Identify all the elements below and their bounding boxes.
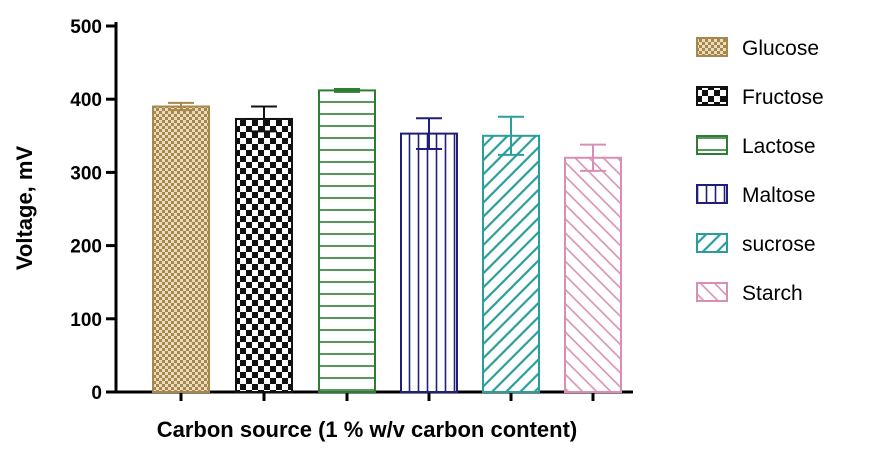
legend-item-glucose: Glucose bbox=[696, 37, 819, 60]
bar-glucose bbox=[152, 105, 210, 394]
legend-label: Starch bbox=[742, 282, 803, 305]
legend-swatch bbox=[696, 86, 728, 106]
legend-item-sucrose: sucrose bbox=[696, 233, 816, 256]
y-tick-label: 0 bbox=[91, 383, 102, 404]
legend-label: Fructose bbox=[742, 86, 824, 109]
y-tick-label: 100 bbox=[70, 310, 102, 331]
error-bar-starch bbox=[580, 143, 606, 172]
x-axis bbox=[114, 390, 633, 401]
error-bar-fructose bbox=[251, 105, 277, 133]
legend-swatch bbox=[696, 233, 728, 253]
y-tick-label: 500 bbox=[70, 17, 102, 38]
bar-lactose bbox=[318, 89, 376, 394]
x-axis-title: Carbon source (1 % w/v carbon content) bbox=[157, 417, 578, 442]
y-axis: 0 100 200 300 400 500 bbox=[70, 17, 118, 404]
legend-label: Lactose bbox=[742, 135, 816, 158]
bar-fructose bbox=[235, 117, 293, 394]
bar-maltose bbox=[400, 132, 458, 393]
y-axis-title: Voltage, mV bbox=[12, 146, 37, 271]
error-bar-sucrose bbox=[498, 115, 524, 156]
bar-sucrose bbox=[482, 134, 540, 394]
error-bar-lactose bbox=[334, 87, 360, 93]
error-bar-maltose bbox=[416, 117, 442, 150]
legend-label: Glucose bbox=[742, 37, 819, 60]
legend: Glucose Fructose Lactose Maltose sucrose Star… bbox=[696, 37, 824, 305]
legend-swatch bbox=[696, 184, 728, 204]
legend-swatch bbox=[696, 135, 728, 155]
legend-swatch bbox=[696, 282, 728, 302]
legend-item-fructose: Fructose bbox=[696, 86, 824, 109]
legend-label: sucrose bbox=[742, 233, 816, 256]
y-tick-label: 400 bbox=[70, 90, 102, 111]
legend-item-starch: Starch bbox=[696, 282, 803, 305]
legend-label: Maltose bbox=[742, 184, 816, 207]
error-bar-glucose bbox=[168, 101, 194, 112]
y-tick-label: 200 bbox=[70, 237, 102, 258]
bars bbox=[152, 87, 622, 394]
legend-item-maltose: Maltose bbox=[696, 184, 816, 207]
bar-starch bbox=[564, 156, 622, 393]
legend-item-lactose: Lactose bbox=[696, 135, 816, 158]
y-tick-label: 300 bbox=[70, 163, 102, 184]
legend-swatch bbox=[696, 37, 728, 57]
